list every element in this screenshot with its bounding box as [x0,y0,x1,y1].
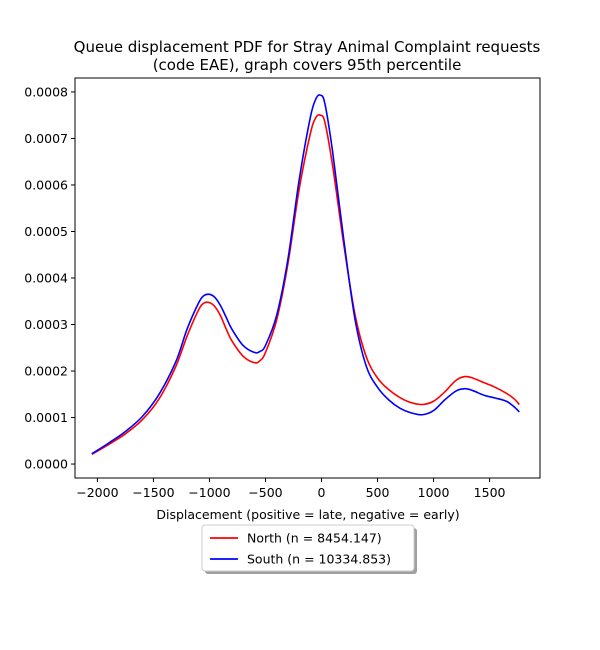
y-tick-label: 0.0005 [24,224,68,239]
y-axis-ticks: 0.0000 0.0001 0.0002 0.0003 0.0004 0.0005 0.00… [24,84,75,472]
x-tick-label: −500 [248,485,282,500]
legend: North (n = 8454.147) South (n = 10334.853… [201,524,417,574]
x-tick-label: −2000 [76,485,118,500]
y-tick-label: 0.0004 [24,271,68,286]
x-tick-label: −1500 [132,485,174,500]
x-tick-label: 1000 [418,485,450,500]
series-line-south [91,94,520,455]
legend-box [201,524,415,572]
x-tick-label: −1000 [188,485,230,500]
x-axis-label: Displacement (positive = late, negative … [156,507,459,522]
y-tick-label: 0.0007 [24,131,68,146]
chart-title-line-1: Queue displacement PDF for Stray Animal … [74,38,541,56]
chart-title-line-2: (code EAE), graph covers 95th percentile [153,56,462,74]
legend-label-south: South (n = 10334.853) [247,552,391,567]
y-tick-label: 0.0000 [24,457,68,472]
x-tick-label: 1500 [474,485,506,500]
x-axis-ticks: −2000 −1500 −1000 −500 0 500 1000 1500 [76,478,506,500]
chart-title: Queue displacement PDF for Stray Animal … [74,38,541,74]
y-tick-label: 0.0003 [24,317,68,332]
y-tick-label: 0.0002 [24,364,68,379]
series-lines [91,94,520,455]
x-tick-label: 0 [318,485,326,500]
y-tick-label: 0.0008 [24,84,68,99]
series-line-north [91,113,520,455]
y-tick-label: 0.0006 [24,177,68,192]
x-tick-label: 500 [366,485,390,500]
y-tick-label: 0.0001 [24,410,68,425]
legend-label-north: North (n = 8454.147) [247,531,382,546]
